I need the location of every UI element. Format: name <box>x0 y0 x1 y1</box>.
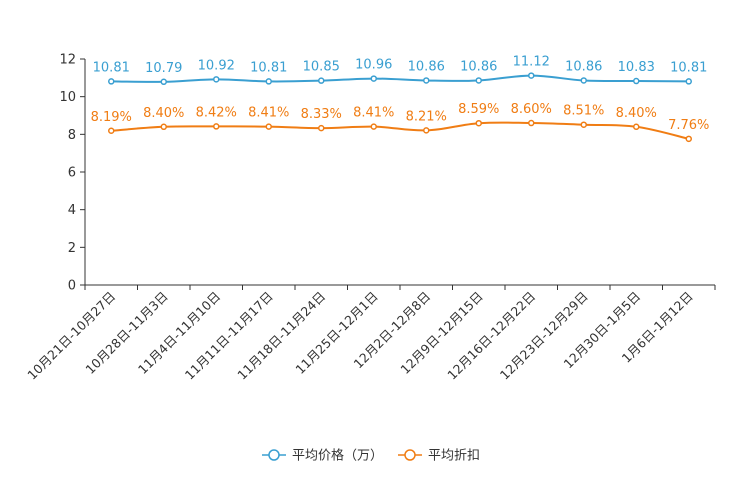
series-2-data-label: 8.40% <box>143 106 184 121</box>
x-tick-label: 11月11日-11月17日 <box>182 289 276 383</box>
legend-circle-icon <box>268 449 280 461</box>
series-line-2 <box>111 121 689 140</box>
series-1-data-label: 10.86 <box>408 59 445 74</box>
series-1-data-label: 10.85 <box>303 60 340 75</box>
series-1-point[interactable] <box>318 77 325 84</box>
x-tick-label: 11月18日-11月24日 <box>234 289 328 383</box>
series-1-data-label: 10.86 <box>460 59 497 74</box>
series-1-point[interactable] <box>633 77 640 85</box>
series-2-point[interactable] <box>265 123 272 130</box>
series-1-point[interactable] <box>528 72 535 79</box>
legend[interactable]: 平均价格（万） 平均折扣 <box>262 448 480 464</box>
legend-circle-icon <box>404 449 416 461</box>
series-2-point[interactable] <box>475 119 482 127</box>
x-tick-label: 12月16日-12月22日 <box>444 289 538 383</box>
series-2-point[interactable] <box>633 123 640 131</box>
legend-item-1[interactable]: 平均价格（万） <box>262 448 383 464</box>
series-1-point[interactable] <box>265 78 272 85</box>
series-2-data-label: 8.41% <box>248 106 289 121</box>
series-2-data-label: 8.33% <box>301 107 342 122</box>
series-1-data-label: 10.83 <box>618 60 655 75</box>
series-1-point[interactable] <box>160 78 167 86</box>
y-tick-label: 0 <box>68 279 76 294</box>
series-2-data-label: 7.76% <box>668 118 709 133</box>
series-2-point[interactable] <box>108 127 115 135</box>
series-line-1 <box>111 74 689 83</box>
data-labels: 10.81 10.79 10.92 10.81 10.85 10.96 10.86 10.86… <box>91 55 710 133</box>
y-tick-label: 6 <box>68 166 76 181</box>
series-2-data-label: 8.59% <box>458 102 499 117</box>
series-2-point[interactable] <box>528 119 535 127</box>
series-1-point[interactable] <box>108 78 115 85</box>
series-1-point[interactable] <box>370 75 377 82</box>
series-2-point[interactable] <box>160 123 167 131</box>
series-1-point[interactable] <box>475 77 482 84</box>
series-2-point[interactable] <box>370 123 377 130</box>
chart-axes: 02468101210月21日-10月27日10月28日-11月3日11月4日-… <box>24 53 716 383</box>
series-1-point[interactable] <box>423 77 430 84</box>
y-tick-label: 2 <box>68 241 76 256</box>
legend-label: 平均折扣 <box>428 449 480 464</box>
legend-label: 平均价格（万） <box>292 448 383 464</box>
series-2-data-label: 8.41% <box>353 106 394 121</box>
series-2-data-label: 8.19% <box>91 110 132 125</box>
series-1-data-label: 10.92 <box>198 58 235 73</box>
series-2-data-label: 8.40% <box>616 106 657 121</box>
y-tick-label: 12 <box>59 53 76 68</box>
series-1-point[interactable] <box>685 78 692 85</box>
x-tick-label: 10月21日-10月27日 <box>24 289 118 383</box>
series-2-point[interactable] <box>213 123 220 130</box>
legend-item-2[interactable]: 平均折扣 <box>398 449 480 464</box>
series-2-data-label: 8.21% <box>406 109 447 124</box>
series-1-data-label: 10.81 <box>670 60 707 75</box>
series-1-data-label: 10.79 <box>145 61 182 76</box>
y-tick-label: 8 <box>68 128 76 143</box>
series-2-data-label: 8.42% <box>196 105 237 120</box>
series-layer <box>108 72 692 143</box>
y-tick-label: 10 <box>59 90 76 105</box>
series-2-data-label: 8.60% <box>511 102 552 117</box>
series-2-point[interactable] <box>423 127 430 134</box>
series-2-data-label: 8.51% <box>563 104 604 119</box>
series-1-data-label: 10.81 <box>93 60 130 75</box>
series-1-point[interactable] <box>580 77 587 84</box>
series-1-data-label: 10.86 <box>565 59 602 74</box>
x-tick-label: 12月23日-12月29日 <box>497 289 591 383</box>
series-2-point[interactable] <box>685 135 692 143</box>
series-1-data-label: 11.12 <box>513 55 550 70</box>
series-1-data-label: 10.96 <box>355 58 392 73</box>
series-1-data-label: 10.81 <box>250 60 287 75</box>
series-1-point[interactable] <box>213 76 220 83</box>
series-2-point[interactable] <box>580 121 587 128</box>
y-tick-label: 4 <box>68 203 76 218</box>
series-2-point[interactable] <box>318 124 325 132</box>
